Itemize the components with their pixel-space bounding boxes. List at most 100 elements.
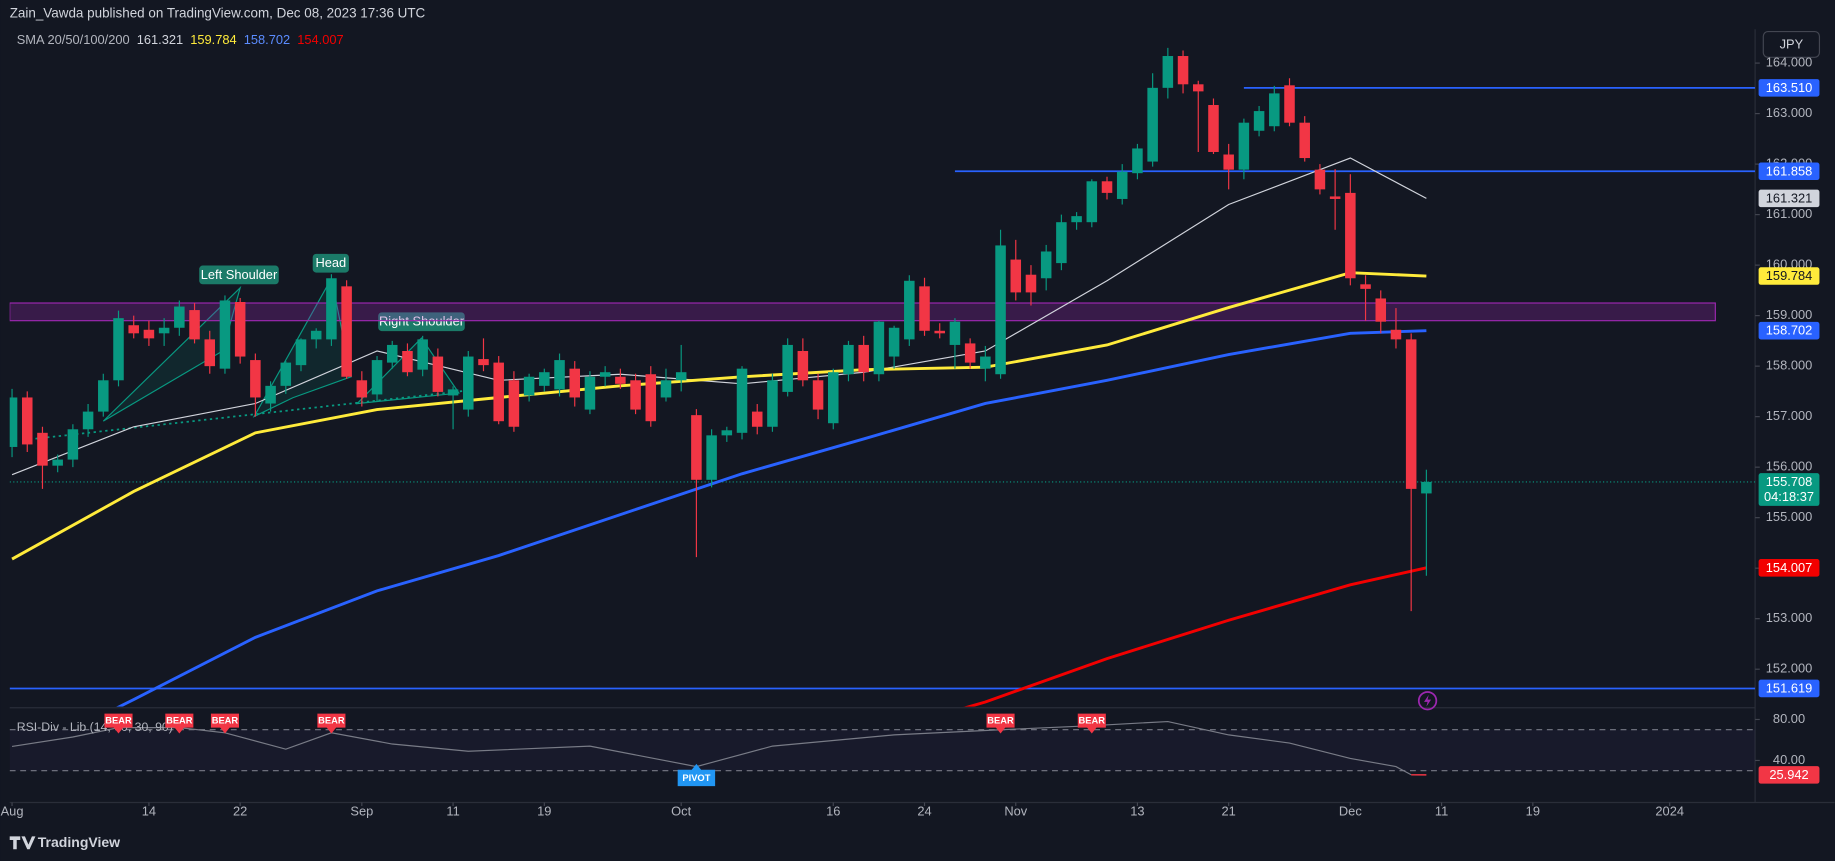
candle-body bbox=[736, 368, 748, 433]
candle-body bbox=[1390, 329, 1402, 340]
candle-body bbox=[721, 430, 733, 436]
candle-body bbox=[128, 325, 139, 334]
currency-button-frame[interactable] bbox=[1762, 31, 1821, 58]
logo-mark bbox=[9, 836, 36, 850]
price-label-box bbox=[1758, 162, 1820, 181]
bear-signal-label: BEAR bbox=[1079, 716, 1106, 726]
y-tick-label: 152.000 bbox=[1766, 661, 1812, 676]
candle-body bbox=[1071, 216, 1082, 223]
annotation-box bbox=[378, 312, 465, 332]
candle-body bbox=[1177, 56, 1189, 85]
candle-body bbox=[432, 356, 444, 392]
y-tick-label: 157.000 bbox=[1766, 408, 1812, 423]
candle-body bbox=[767, 380, 778, 427]
candle-body bbox=[523, 376, 535, 396]
x-tick-label: 24 bbox=[917, 803, 931, 818]
candle-body bbox=[1086, 181, 1098, 223]
y-tick-label: 158.000 bbox=[1766, 358, 1812, 373]
x-tick-label: Nov bbox=[1004, 803, 1027, 818]
candle-body bbox=[219, 300, 231, 369]
y-tick-label: 80.00 bbox=[1773, 711, 1805, 726]
candle-body bbox=[447, 389, 459, 396]
rsi-title: RSI-Div - Lib (14, 70, 30, 90) bbox=[17, 720, 173, 734]
currency-label[interactable]: JPY bbox=[1780, 36, 1804, 51]
moving-average bbox=[964, 566, 1427, 707]
bear-signal bbox=[104, 713, 133, 734]
candle-body bbox=[21, 397, 33, 445]
candle-body bbox=[52, 459, 63, 466]
bear-signal-label: BEAR bbox=[987, 716, 1014, 726]
pivot-signal-label: PIVOT bbox=[682, 773, 710, 783]
indicator-value: 159.784 bbox=[190, 32, 236, 47]
annotation: Left Shoulder bbox=[201, 267, 278, 282]
candle-body bbox=[1253, 111, 1265, 131]
candle-body bbox=[630, 380, 641, 410]
x-tick-label: 22 bbox=[233, 803, 247, 818]
alert-circle[interactable] bbox=[1417, 691, 1438, 711]
candle-body bbox=[234, 301, 246, 357]
x-tick-label: Oct bbox=[671, 803, 691, 818]
candle-body bbox=[1192, 84, 1204, 92]
candle-body bbox=[493, 362, 504, 422]
bear-signal bbox=[317, 713, 346, 734]
candle-body bbox=[204, 339, 216, 367]
price-label: 151.619 bbox=[1766, 680, 1812, 695]
candle-body bbox=[934, 330, 945, 334]
candle-body bbox=[98, 380, 109, 412]
candle-body bbox=[904, 280, 915, 340]
x-tick-label: 14 bbox=[142, 803, 156, 818]
annotation-box bbox=[312, 253, 349, 273]
moving-average bbox=[116, 329, 1427, 707]
price-label: 163.510 bbox=[1766, 80, 1812, 95]
candle-body bbox=[1025, 274, 1037, 293]
x-tick-label: 13 bbox=[1130, 803, 1144, 818]
candle-body bbox=[250, 360, 261, 398]
candle-body bbox=[828, 372, 839, 424]
price-label: 155.708 bbox=[1766, 474, 1812, 489]
candle-body bbox=[189, 310, 200, 340]
price-label-box bbox=[1758, 473, 1820, 506]
candle-body bbox=[797, 350, 809, 381]
x-tick-label: 19 bbox=[1526, 803, 1540, 818]
candle-body bbox=[1269, 93, 1280, 127]
candle-body bbox=[478, 359, 489, 366]
price-label-box bbox=[1758, 766, 1820, 784]
x-tick-label: 21 bbox=[1222, 803, 1236, 818]
bear-signal-label: BEAR bbox=[212, 716, 239, 726]
price-label: 158.702 bbox=[1766, 323, 1812, 338]
candle-body bbox=[371, 360, 383, 395]
alert-bolt[interactable] bbox=[1424, 694, 1432, 707]
x-tick-label: Aug bbox=[1, 803, 24, 818]
candle-body bbox=[888, 327, 900, 357]
candle-body bbox=[508, 380, 520, 427]
candle-body bbox=[295, 339, 307, 366]
candle-body bbox=[158, 327, 170, 334]
pivot-signal bbox=[677, 763, 716, 787]
candle-body bbox=[858, 344, 869, 373]
candle-body bbox=[1421, 481, 1432, 494]
y-tick-label: 159.000 bbox=[1766, 307, 1812, 322]
currency-button[interactable]: JPY bbox=[1762, 31, 1821, 58]
candle-body bbox=[143, 329, 155, 339]
candle-body bbox=[919, 286, 930, 331]
annotation: Head bbox=[315, 255, 346, 270]
candle-body bbox=[1116, 171, 1128, 199]
candle-body bbox=[1101, 181, 1113, 193]
x-tick-label: 11 bbox=[1435, 803, 1448, 818]
candle-body bbox=[1010, 259, 1022, 293]
candle-body bbox=[1329, 196, 1341, 199]
alert-icon[interactable] bbox=[1417, 691, 1438, 711]
x-tick-label: 11 bbox=[446, 803, 459, 818]
candle-body bbox=[174, 306, 185, 328]
candle-body bbox=[1345, 192, 1356, 279]
candle-body bbox=[310, 330, 322, 340]
resistance-zone bbox=[9, 302, 1716, 322]
candle-body bbox=[599, 372, 611, 377]
candle-body bbox=[113, 318, 124, 381]
y-tick-label: 156.000 bbox=[1766, 459, 1812, 474]
candle-body bbox=[949, 321, 961, 345]
bear-signal bbox=[165, 713, 194, 734]
price-label-box bbox=[1758, 267, 1820, 285]
